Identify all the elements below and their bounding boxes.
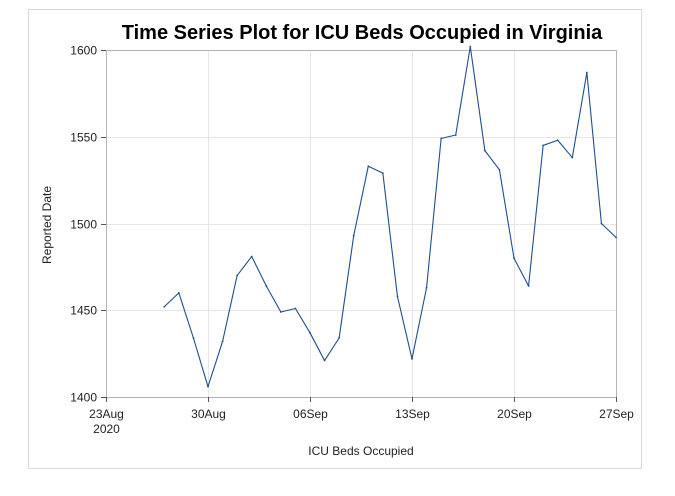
data-point — [425, 286, 428, 289]
data-point — [556, 139, 559, 142]
x-tick-label: 27Sep — [599, 407, 634, 421]
data-point — [585, 71, 588, 74]
data-point — [352, 234, 355, 237]
x-tick-label: 13Sep — [395, 407, 430, 421]
x-tick-label: 23Aug — [89, 407, 124, 421]
y-tick-label: 1600 — [70, 44, 97, 58]
y-tick-label: 1550 — [70, 131, 97, 145]
x-tick-label: 06Sep — [293, 407, 328, 421]
chart-frame — [28, 9, 642, 469]
data-point — [600, 222, 603, 225]
y-tick-label: 1450 — [70, 304, 97, 318]
data-point — [265, 285, 268, 287]
data-point — [527, 285, 530, 287]
data-point — [615, 236, 617, 239]
series-layer — [163, 45, 617, 388]
data-point — [513, 257, 515, 260]
data-point — [236, 274, 239, 277]
data-point — [294, 307, 297, 310]
data-point — [440, 137, 443, 140]
data-point — [163, 305, 166, 308]
data-point — [542, 144, 545, 147]
y-tick-label: 1500 — [70, 218, 97, 232]
data-point — [571, 156, 574, 159]
data-point — [367, 165, 370, 168]
y-tick-label: 1400 — [70, 391, 97, 405]
data-point — [338, 337, 341, 339]
y-axis-title: Reported Date — [40, 186, 54, 264]
x-tick-label: 30Aug — [191, 407, 226, 421]
data-point — [396, 295, 399, 298]
data-point — [279, 311, 282, 313]
data-point — [381, 172, 384, 175]
x-tick-label: 20Sep — [497, 407, 532, 421]
data-point — [177, 292, 180, 294]
data-point — [454, 134, 457, 136]
chart-title: Time Series Plot for ICU Beds Occupied i… — [122, 22, 603, 44]
data-point — [309, 331, 311, 334]
data-point — [483, 149, 486, 152]
data-point — [207, 385, 209, 388]
x-tick-sublabel: 2020 — [93, 422, 120, 436]
data-point — [469, 45, 472, 48]
data-point — [221, 340, 224, 343]
x-axis-title: ICU Beds Occupied — [308, 444, 413, 458]
data-point — [192, 337, 195, 339]
data-point — [498, 168, 501, 171]
plot-area — [106, 50, 617, 398]
series-line — [163, 45, 617, 388]
data-point — [250, 255, 253, 258]
data-point — [411, 357, 413, 360]
data-point — [323, 359, 326, 362]
